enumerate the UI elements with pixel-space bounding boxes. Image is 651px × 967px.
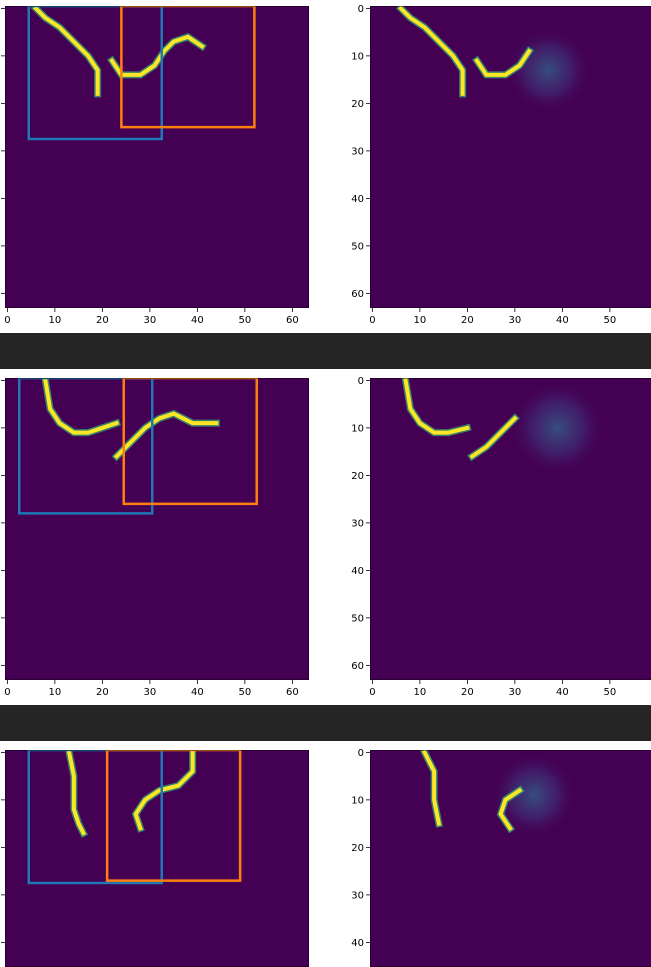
x-tick-label: 60 [286, 315, 299, 326]
heatmap-background [5, 378, 309, 680]
y-tick-label: 40 [351, 938, 364, 949]
panel-row3-right: 0 10 20 30 40 [351, 748, 651, 967]
x-tick-label: 50 [604, 315, 617, 326]
x-tick-label: 50 [239, 315, 252, 326]
y-tick-label: 30 [351, 146, 364, 157]
heatmap-background [5, 750, 309, 967]
stroke-0 [421, 750, 442, 826]
orange-bounding-box [120, 6, 256, 129]
orange-bounding-box [105, 750, 242, 882]
y-tick-label: 20 [351, 471, 364, 482]
y-tick-label: 60 [351, 661, 364, 672]
y-tick-label: 0 [358, 376, 364, 387]
x-tick-label: 20 [461, 315, 474, 326]
stroke-0 [398, 6, 465, 96]
y-tick-label: 30 [351, 890, 364, 901]
orange-bounding-box [122, 378, 258, 506]
stroke-0 [403, 378, 470, 435]
stroke-0 [33, 6, 100, 96]
separator-bar-1 [0, 333, 651, 369]
y-tick-label: 10 [351, 51, 364, 62]
panel-row2-left: 0 10 20 30 40 50 60 [1, 378, 309, 698]
stroke-0 [66, 750, 87, 836]
activation-blob [510, 380, 606, 476]
y-tick-label: 0 [358, 748, 364, 759]
blue-bounding-box [27, 6, 163, 141]
y-tick-label: 60 [351, 289, 364, 300]
stroke-1 [474, 48, 532, 77]
x-tick-label: 40 [191, 315, 204, 326]
activation-blob [491, 752, 577, 838]
x-tick-label: 0 [369, 687, 375, 698]
x-tick-label: 40 [556, 315, 569, 326]
x-tick-label: 0 [4, 687, 10, 698]
stroke-1 [498, 787, 523, 832]
x-tick-label: 30 [509, 315, 522, 326]
stroke-0 [43, 378, 120, 435]
x-tick-label: 50 [239, 687, 252, 698]
panel-row3-left [1, 750, 309, 967]
x-tick-label: 40 [191, 687, 204, 698]
stroke-1 [469, 415, 518, 460]
stroke-1 [133, 750, 195, 831]
y-tick-label: 20 [351, 99, 364, 110]
x-tick-label: 40 [556, 687, 569, 698]
x-tick-label: 10 [414, 687, 427, 698]
y-tick-label: 50 [351, 241, 364, 252]
heatmap-background [5, 6, 309, 308]
y-tick-label: 40 [351, 194, 364, 205]
x-tick-label: 20 [96, 315, 109, 326]
y-tick-label: 0 [358, 4, 364, 15]
x-tick-label: 0 [369, 315, 375, 326]
x-tick-label: 0 [4, 315, 10, 326]
x-tick-label: 50 [604, 687, 617, 698]
x-tick-label: 30 [144, 315, 157, 326]
y-tick-label: 50 [351, 613, 364, 624]
x-tick-label: 10 [49, 687, 62, 698]
y-tick-label: 10 [351, 423, 364, 434]
y-tick-label: 30 [351, 518, 364, 529]
x-tick-label: 10 [414, 315, 427, 326]
x-tick-label: 60 [286, 687, 299, 698]
stroke-1 [113, 411, 219, 460]
y-tick-label: 20 [351, 843, 364, 854]
x-tick-label: 30 [509, 687, 522, 698]
x-tick-label: 10 [49, 315, 62, 326]
x-tick-label: 30 [144, 687, 157, 698]
x-tick-label: 20 [96, 687, 109, 698]
stroke-1 [109, 34, 205, 77]
x-tick-label: 20 [461, 687, 474, 698]
blue-bounding-box [18, 378, 154, 515]
separator-bar-2 [0, 705, 651, 741]
panel-row1-left: 0 10 20 30 40 50 60 [1, 6, 309, 326]
y-tick-label: 10 [351, 795, 364, 806]
y-tick-label: 40 [351, 566, 364, 577]
blue-bounding-box [27, 750, 163, 885]
